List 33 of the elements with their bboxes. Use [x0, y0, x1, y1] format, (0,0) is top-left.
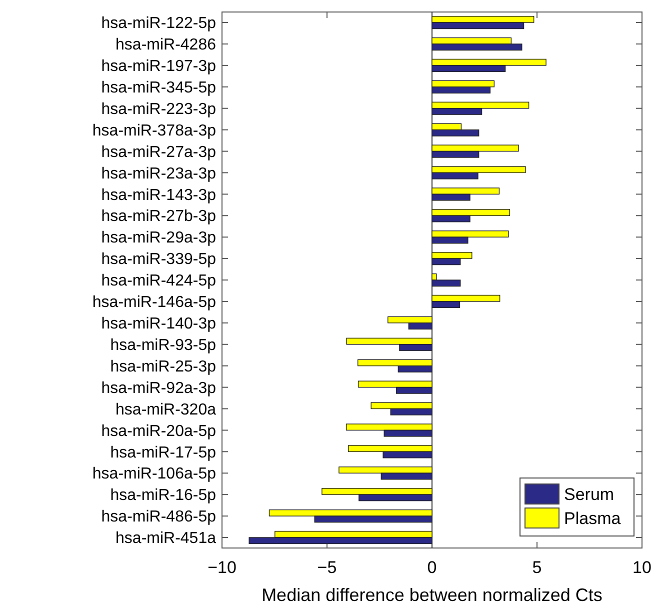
y-tick-label: hsa-miR-378a-3p: [92, 122, 216, 140]
y-tick-label: hsa-miR-106a-5p: [92, 466, 216, 483]
y-tick-label: hsa-miR-25-3p: [110, 358, 216, 376]
y-tick-label: hsa-miR-23a-3p: [101, 165, 216, 182]
y-tick-label: hsa-miR-27a-3p: [101, 144, 216, 161]
y-tick-label: hsa-miR-424-5p: [101, 272, 216, 290]
y-tick-label: hsa-miR-16-5p: [110, 487, 216, 504]
x-tick-label: 0: [427, 558, 437, 577]
y-tick-label: hsa-miR-93-5p: [110, 336, 216, 354]
y-tick-label: hsa-miR-20a-5p: [101, 422, 216, 440]
y-tick-label: hsa-miR-143-3p: [101, 186, 216, 204]
y-tick-label: hsa-miR-27b-3p: [101, 208, 216, 226]
y-tick-label: hsa-miR-486-5p: [101, 508, 216, 526]
y-tick-label: hsa-miR-29a-3p: [101, 230, 216, 247]
y-tick-label: hsa-miR-197-3p: [101, 58, 216, 76]
x-tick-label: −10: [208, 558, 236, 577]
legend-label: Serum: [564, 484, 614, 504]
y-tick-label: hsa-miR-451a: [116, 530, 216, 548]
y-tick-label: hsa-miR-223-3p: [101, 100, 216, 118]
y-tick-label: hsa-miR-92a-3p: [101, 380, 216, 397]
y-tick-label: hsa-miR-146a-5p: [92, 294, 216, 312]
y-tick-label: hsa-miR-122-5p: [101, 15, 216, 32]
y-tick-label: hsa-miR-345-5p: [101, 79, 216, 96]
x-tick-label: −5: [317, 558, 337, 577]
y-tick-label: hsa-miR-320a: [116, 401, 216, 418]
y-tick-label: hsa-miR-17-5p: [110, 444, 216, 462]
x-tick-label: 5: [532, 558, 542, 577]
x-tick-label: 10: [632, 558, 652, 577]
y-tick-label: hsa-miR-339-5p: [101, 251, 216, 268]
legend-label: Plasma: [564, 508, 622, 528]
x-axis-title: Median difference between normalized Cts: [262, 585, 602, 605]
y-tick-label: hsa-miR-4286: [116, 36, 216, 54]
y-tick-label: hsa-miR-140-3p: [101, 316, 216, 333]
